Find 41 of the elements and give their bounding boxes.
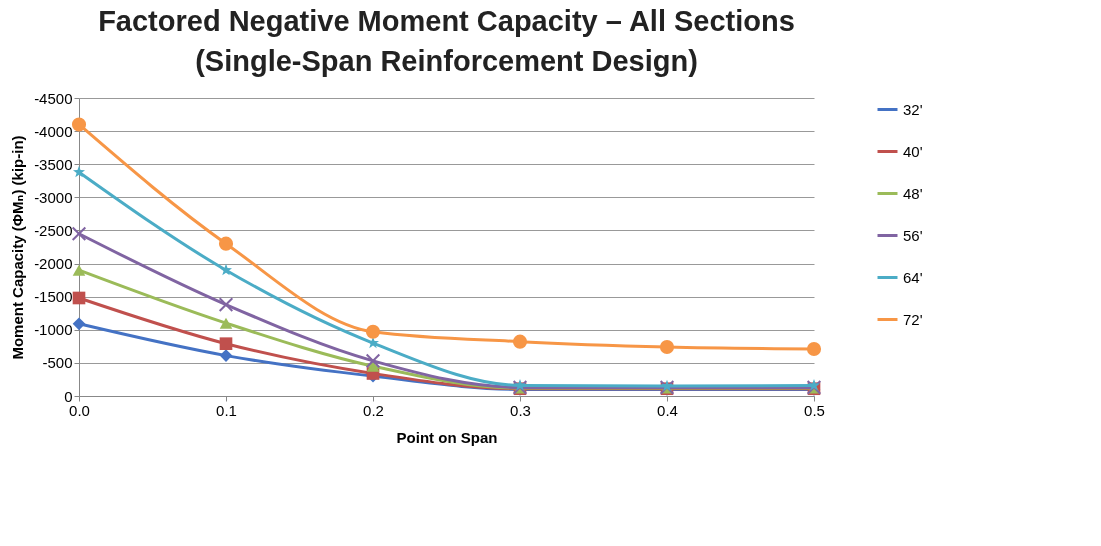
x-tick-label: 0.2	[363, 401, 384, 419]
point	[806, 341, 822, 357]
legend-label: 72'	[903, 310, 923, 328]
point	[366, 360, 380, 372]
y-tick-label: -1500	[34, 288, 73, 306]
point	[72, 264, 86, 276]
point	[219, 349, 233, 362]
point	[72, 291, 86, 305]
legend-label: 64'	[903, 268, 923, 286]
point	[512, 334, 528, 349]
x-axis-title: Point on Span	[396, 428, 498, 446]
x-tick-label: 0.1	[216, 401, 237, 419]
point	[71, 226, 87, 242]
point	[72, 317, 86, 331]
point	[218, 297, 234, 312]
point	[219, 317, 233, 329]
x-tick-label: 0.5	[804, 401, 825, 419]
y-tick-label: -500	[42, 354, 73, 372]
y-tick-label: -4500	[34, 89, 73, 107]
legend-label: 32'	[903, 100, 923, 118]
y-tick-label: -4000	[34, 122, 73, 140]
point	[218, 236, 234, 251]
x-tick-label: 0.3	[510, 401, 531, 419]
y-axis-title: Moment Capacity (ΦMₙ) (kip-in)	[9, 135, 27, 360]
y-tick-label: -2000	[34, 255, 73, 273]
x-tick-label: 0.4	[657, 401, 678, 419]
point	[219, 263, 233, 276]
point	[72, 165, 86, 178]
point	[219, 337, 233, 351]
legend-label: 48'	[903, 184, 923, 202]
point	[365, 353, 381, 369]
y-tick-label: -3000	[34, 188, 73, 206]
chart-title: Factored Negative Moment Capacity – All Sections (Single-Span Reinforcement Design)	[98, 5, 795, 77]
legend-label: 40'	[903, 142, 923, 160]
point	[365, 324, 381, 339]
point	[71, 117, 87, 132]
legend-label: 56'	[903, 226, 923, 244]
y-tick-label: -3500	[34, 155, 73, 173]
y-tick-label: -2500	[34, 221, 73, 239]
y-tick-label: -1000	[34, 321, 73, 339]
point	[659, 339, 675, 355]
